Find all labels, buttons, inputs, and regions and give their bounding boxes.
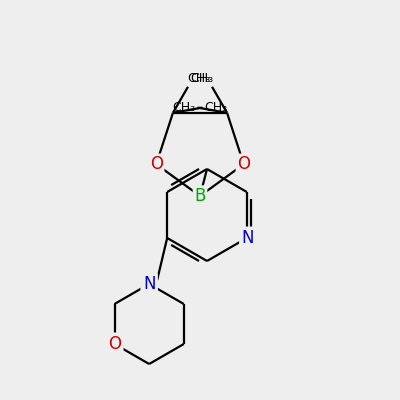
Text: O: O bbox=[237, 155, 250, 173]
Text: N: N bbox=[242, 229, 254, 247]
Text: O: O bbox=[150, 155, 163, 173]
Text: B: B bbox=[194, 187, 206, 205]
Text: CH₃: CH₃ bbox=[172, 101, 196, 114]
Text: O: O bbox=[108, 335, 121, 353]
Text: CH₃: CH₃ bbox=[204, 101, 228, 114]
Text: CH₃: CH₃ bbox=[190, 72, 213, 85]
Text: CH₃: CH₃ bbox=[187, 72, 210, 85]
Text: N: N bbox=[143, 275, 156, 293]
